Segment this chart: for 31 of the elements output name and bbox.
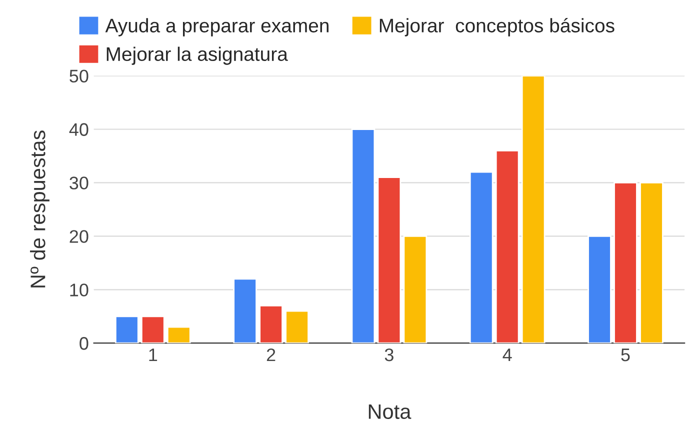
bar: [640, 182, 664, 344]
y-tick-label: 20: [70, 230, 88, 243]
x-tick-label: 2: [266, 348, 276, 362]
legend-label: Mejorar conceptos básicos: [380, 18, 614, 36]
x-axis-title: Nota: [368, 404, 412, 419]
bar: [403, 235, 428, 344]
y-tick-label: 50: [70, 70, 88, 82]
bar: [285, 310, 309, 344]
bar: [614, 182, 638, 344]
y-tick-label: 30: [70, 176, 88, 190]
legend-label: Mejorar la asignatura: [106, 46, 288, 65]
bar: [140, 316, 165, 344]
x-tick-label: 5: [621, 348, 630, 362]
x-tick-label: 1: [149, 348, 158, 362]
y-tick-label: 40: [69, 123, 88, 136]
y-tick-label: 0: [80, 337, 88, 350]
bar: [166, 326, 191, 344]
x-tick-label: 3: [384, 348, 394, 362]
bar: [469, 171, 494, 344]
bar: [114, 316, 139, 344]
y-tick-label: 10: [70, 284, 88, 296]
x-tick-label: 4: [502, 348, 512, 362]
bar: [495, 150, 520, 344]
bar: [588, 235, 612, 344]
legend-label: Ayuda a preparar examen: [105, 18, 328, 36]
bar: [233, 278, 257, 344]
bar: [377, 176, 402, 344]
bar: [351, 128, 376, 344]
bar: [521, 76, 546, 344]
y-axis-title: Nº de respuestas: [30, 130, 50, 288]
bar: [259, 304, 283, 344]
